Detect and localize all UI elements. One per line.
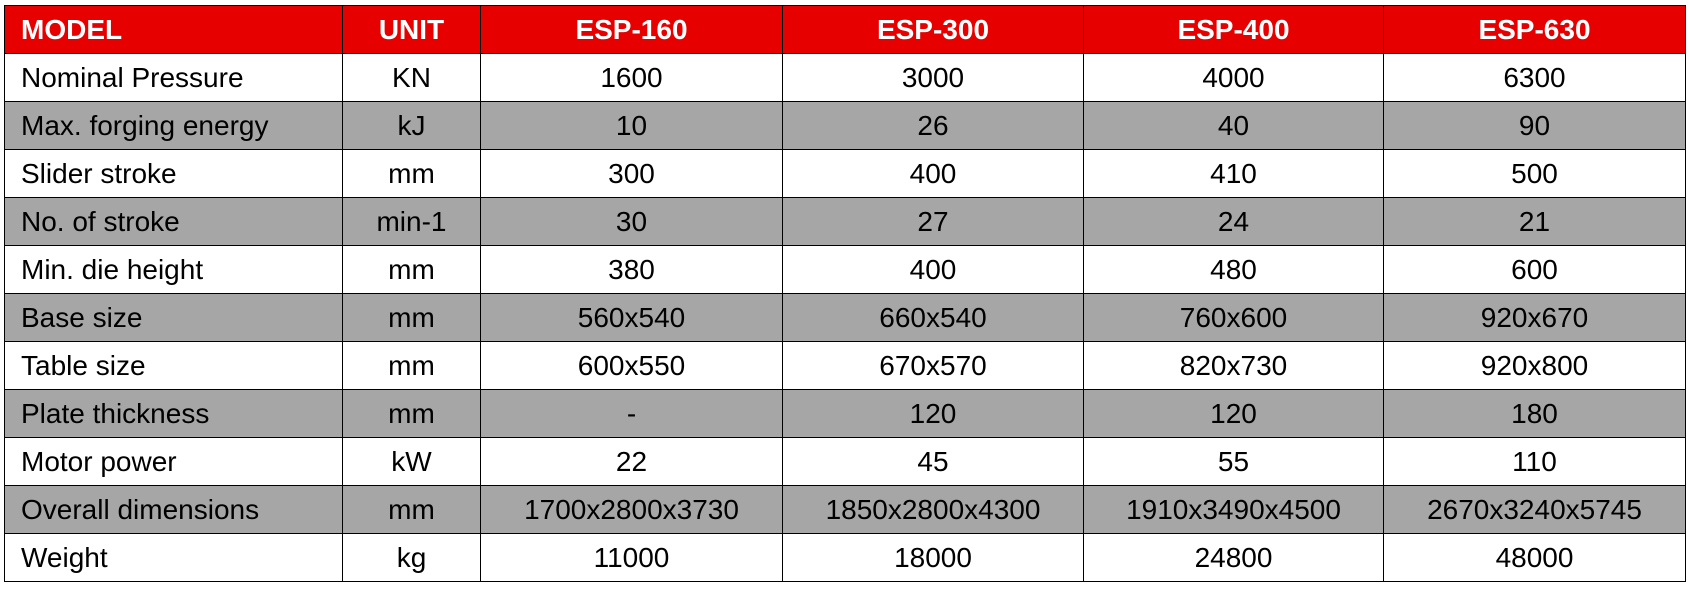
- header-cell: ESP-160: [480, 5, 783, 54]
- table-cell: mm: [342, 149, 481, 198]
- table-cell: KN: [342, 53, 481, 102]
- table-cell: 410: [1083, 149, 1384, 198]
- table-body: Nominal Pressure KN 1600 3000 4000 6300 Max. f…: [4, 53, 1686, 582]
- table-cell: 920x670: [1383, 293, 1686, 342]
- table-cell: 480: [1083, 245, 1384, 294]
- table-cell: 45: [782, 437, 1084, 486]
- table-cell: 27: [782, 197, 1084, 246]
- table-cell: 120: [1083, 389, 1384, 438]
- table-row: Slider stroke mm 300 400 410 500: [4, 149, 1686, 198]
- row-label: Min. die height: [4, 245, 343, 294]
- row-label: Plate thickness: [4, 389, 343, 438]
- table-cell: kJ: [342, 101, 481, 150]
- table-cell: 21: [1383, 197, 1686, 246]
- table-row: No. of stroke min-1 30 27 24 21: [4, 197, 1686, 246]
- table-cell: 24800: [1083, 533, 1384, 582]
- row-label: Weight: [4, 533, 343, 582]
- table-cell: 380: [480, 245, 783, 294]
- table-cell: 18000: [782, 533, 1084, 582]
- table-row: Max. forging energy kJ 10 26 40 90: [4, 101, 1686, 150]
- table-cell: 24: [1083, 197, 1384, 246]
- table-cell: 600x550: [480, 341, 783, 390]
- table-cell: 1700x2800x3730: [480, 485, 783, 534]
- table-row: Nominal Pressure KN 1600 3000 4000 6300: [4, 53, 1686, 102]
- table-cell: 26: [782, 101, 1084, 150]
- table-cell: 2670x3240x5745: [1383, 485, 1686, 534]
- table-cell: 110: [1383, 437, 1686, 486]
- table-cell: kW: [342, 437, 481, 486]
- table-cell: 920x800: [1383, 341, 1686, 390]
- table-cell: 6300: [1383, 53, 1686, 102]
- table-cell: mm: [342, 245, 481, 294]
- table-cell: mm: [342, 389, 481, 438]
- table-row: Min. die height mm 380 400 480 600: [4, 245, 1686, 294]
- table-cell: mm: [342, 293, 481, 342]
- row-label: Base size: [4, 293, 343, 342]
- table-row: Motor power kW 22 45 55 110: [4, 437, 1686, 486]
- table-cell: 300: [480, 149, 783, 198]
- header-cell: MODEL: [4, 5, 343, 54]
- table-cell: kg: [342, 533, 481, 582]
- table-cell: 400: [782, 245, 1084, 294]
- row-label: No. of stroke: [4, 197, 343, 246]
- header-cell: ESP-400: [1083, 5, 1384, 54]
- table-cell: 10: [480, 101, 783, 150]
- table-cell: 760x600: [1083, 293, 1384, 342]
- table-cell: mm: [342, 485, 481, 534]
- row-label: Overall dimensions: [4, 485, 343, 534]
- table-cell: min-1: [342, 197, 481, 246]
- row-label: Max. forging energy: [4, 101, 343, 150]
- table-cell: 120: [782, 389, 1084, 438]
- row-label: Slider stroke: [4, 149, 343, 198]
- table-cell: 600: [1383, 245, 1686, 294]
- table-cell: mm: [342, 341, 481, 390]
- table-row: Table size mm 600x550 670x570 820x730 920x800: [4, 341, 1686, 390]
- table-cell: 1600: [480, 53, 783, 102]
- table-cell: 670x570: [782, 341, 1084, 390]
- table-row: Base size mm 560x540 660x540 760x600 920x670: [4, 293, 1686, 342]
- table-cell: 180: [1383, 389, 1686, 438]
- table-cell: 22: [480, 437, 783, 486]
- table-cell: 90: [1383, 101, 1686, 150]
- table-cell: 660x540: [782, 293, 1084, 342]
- header-cell: ESP-630: [1383, 5, 1686, 54]
- table-cell: 55: [1083, 437, 1384, 486]
- header-cell: ESP-300: [782, 5, 1084, 54]
- table-cell: 40: [1083, 101, 1384, 150]
- table-cell: 3000: [782, 53, 1084, 102]
- row-label: Motor power: [4, 437, 343, 486]
- table-cell: 400: [782, 149, 1084, 198]
- table-row: Weight kg 11000 18000 24800 48000: [4, 533, 1686, 582]
- table-cell: -: [480, 389, 783, 438]
- table-row: Plate thickness mm -120 120 180: [4, 389, 1686, 438]
- table-cell: 500: [1383, 149, 1686, 198]
- row-label: Table size: [4, 341, 343, 390]
- header-row: MODEL UNIT ESP-160 ESP-300 ESP-400 ESP-630: [4, 5, 1686, 54]
- table-cell: 820x730: [1083, 341, 1384, 390]
- table-cell: 1910x3490x4500: [1083, 485, 1384, 534]
- table-cell: 560x540: [480, 293, 783, 342]
- table-cell: 1850x2800x4300: [782, 485, 1084, 534]
- row-label: Nominal Pressure: [4, 53, 343, 102]
- table-cell: 30: [480, 197, 783, 246]
- table-cell: 4000: [1083, 53, 1384, 102]
- spec-table: MODEL UNIT ESP-160 ESP-300 ESP-400 ESP-630 No…: [4, 5, 1686, 582]
- table-cell: 48000: [1383, 533, 1686, 582]
- header-cell: UNIT: [342, 5, 481, 54]
- table-row: Overall dimensions mm 1700x2800x3730 1850x2…: [4, 485, 1686, 534]
- table-cell: 11000: [480, 533, 783, 582]
